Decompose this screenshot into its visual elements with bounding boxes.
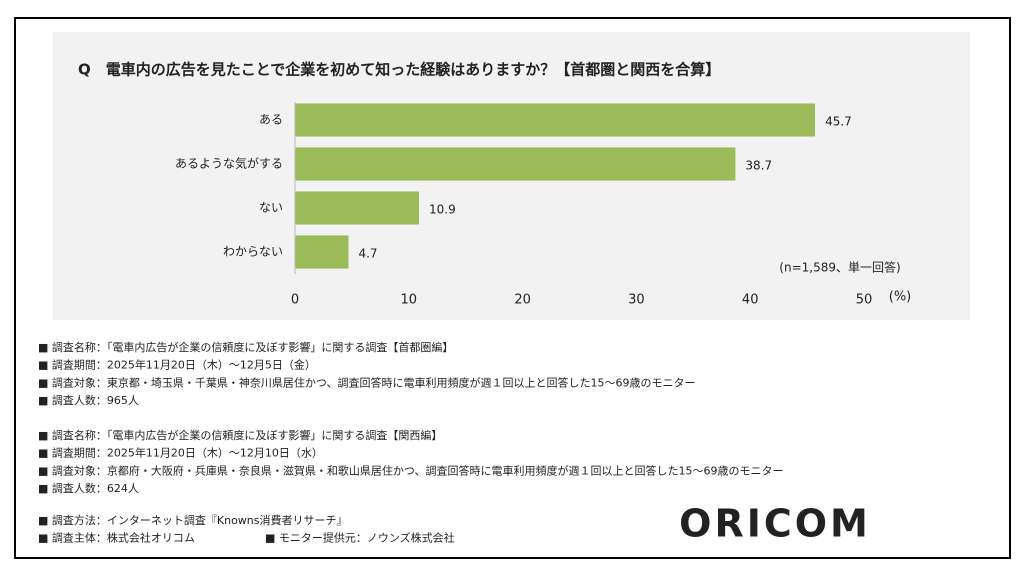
note-line: ■ 調査対象：東京都・埼玉県・千葉県・神奈川県居住かつ、調査回答時に電車利用頻度… bbox=[38, 375, 695, 389]
logo: ORICOM bbox=[679, 502, 871, 546]
value-label: 4.7 bbox=[358, 247, 377, 261]
note-line: ■ 調査期間：2025年11月20日（木）～12月10日（水） bbox=[38, 446, 323, 460]
note-line: ■ モニター提供元：ノウンズ株式会社 bbox=[265, 531, 455, 545]
bar bbox=[295, 103, 816, 137]
chart-title: Q 電車内の広告を見たことで企業を初めて知った経験はありますか？【首都圏と関西を… bbox=[78, 61, 720, 79]
y-tick-label: ない bbox=[259, 201, 283, 215]
note-line: ■ 調査主体：株式会社オリコム bbox=[38, 531, 195, 545]
note-line: ■ 調査人数：965人 bbox=[38, 393, 139, 407]
bar bbox=[295, 147, 736, 181]
note-line: ■ 調査方法：インターネット調査『Knowns消費者リサーチ』 bbox=[38, 513, 348, 527]
bar bbox=[295, 235, 349, 269]
x-tick-label: 0 bbox=[291, 293, 299, 308]
x-tick-label: 10 bbox=[401, 293, 418, 308]
bar bbox=[295, 191, 420, 225]
y-tick-label: あるような気がする bbox=[175, 156, 283, 171]
value-label: 45.7 bbox=[825, 115, 852, 129]
note-line: ■ 調査名称：「電車内広告が企業の信頼度に及ぼす影響」に関する調査【関西編】 bbox=[38, 428, 442, 442]
note-line: ■ 調査名称：「電車内広告が企業の信頼度に及ぼす影響」に関する調査【首都圏編】 bbox=[38, 340, 453, 354]
value-label: 38.7 bbox=[745, 159, 772, 173]
x-tick-label: 30 bbox=[628, 293, 645, 308]
x-tick-label: 40 bbox=[742, 293, 759, 308]
sample-note: (n=1,589、単一回答) bbox=[779, 260, 900, 275]
y-tick-label: ある bbox=[259, 113, 283, 127]
note-line: ■ 調査人数：624人 bbox=[38, 481, 139, 495]
unit-label: (%) bbox=[889, 290, 912, 305]
x-tick-label: 20 bbox=[514, 293, 531, 308]
y-tick-label: わからない bbox=[223, 245, 283, 259]
note-line: ■ 調査対象：京都府・大阪府・兵庫県・奈良県・滋賀県・和歌山県居住かつ、調査回答… bbox=[38, 463, 783, 477]
x-tick-label: 50 bbox=[856, 293, 873, 308]
note-line: ■ 調査期間：2025年11月20日（木）～12月5日（金） bbox=[38, 358, 316, 372]
value-label: 10.9 bbox=[429, 203, 456, 217]
